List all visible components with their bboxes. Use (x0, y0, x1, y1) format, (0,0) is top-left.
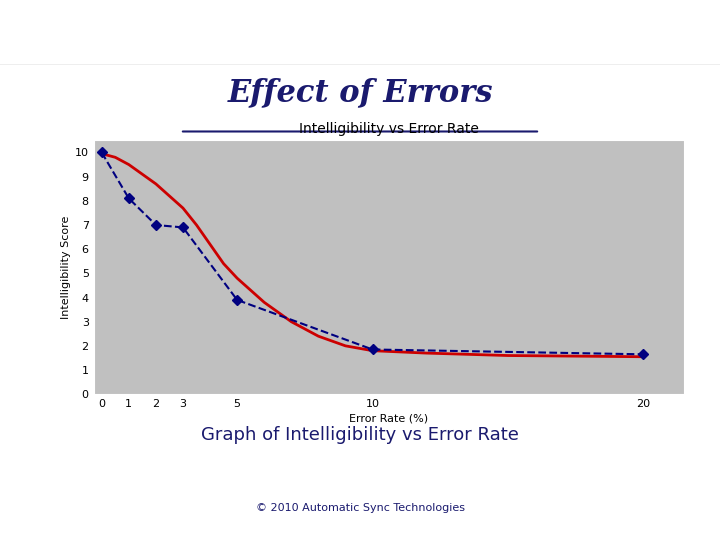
X-axis label: Error Rate (%): Error Rate (%) (349, 413, 428, 423)
Text: © 2010 Automatic Sync Technologies: © 2010 Automatic Sync Technologies (256, 503, 464, 512)
Text: Graph of Intelligibility vs Error Rate: Graph of Intelligibility vs Error Rate (201, 426, 519, 444)
Y-axis label: Intelligibility Score: Intelligibility Score (60, 215, 71, 319)
Text: Effect of Errors: Effect of Errors (228, 77, 492, 109)
Title: Intelligibility vs Error Rate: Intelligibility vs Error Rate (299, 123, 479, 137)
